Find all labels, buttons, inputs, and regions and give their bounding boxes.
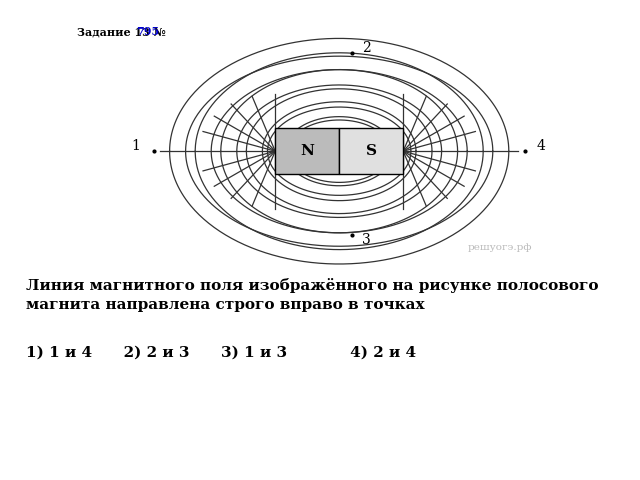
Text: 1: 1: [131, 139, 140, 154]
Bar: [339, 128, 403, 174]
Text: Линия магнитного поля изображённого на рисунке полосового
магнита направлена стр: Линия магнитного поля изображённого на р…: [26, 278, 598, 312]
Text: Задание 13 №: Задание 13 №: [77, 26, 170, 37]
Text: 2: 2: [362, 41, 371, 55]
Bar: [275, 128, 339, 174]
Text: N: N: [300, 144, 314, 158]
Text: 3: 3: [362, 233, 371, 247]
Text: 1) 1 и 4      2) 2 и 3      3) 1 и 3            4) 2 и 4: 1) 1 и 4 2) 2 и 3 3) 1 и 3 4) 2 и 4: [26, 346, 416, 360]
Text: 4: 4: [536, 139, 545, 154]
Text: S: S: [365, 144, 377, 158]
Text: решуогэ.рф: решуогэ.рф: [467, 243, 532, 252]
Text: 795: 795: [136, 26, 159, 37]
